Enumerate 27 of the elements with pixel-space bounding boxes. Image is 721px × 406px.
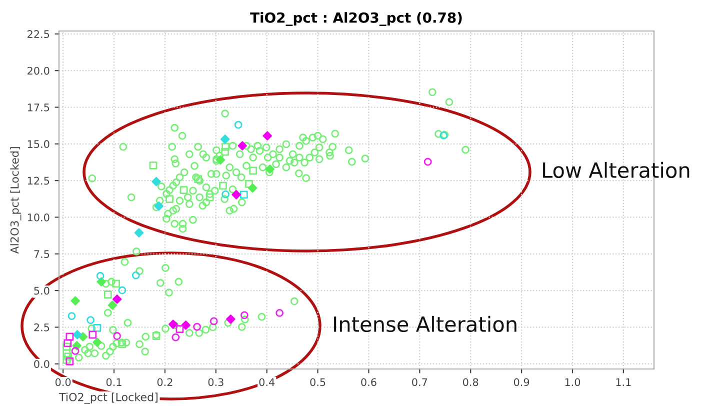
x-tick-label: 0.2	[157, 378, 172, 386]
y-tick-label: 2.5	[34, 323, 50, 332]
x-tick-label: 0.9	[514, 378, 530, 386]
annotation: Low Alteration	[543, 162, 690, 178]
y-tick-label: 12.5	[28, 176, 50, 185]
x-tick-label: 0.1	[106, 378, 122, 386]
x-tick-label: 0.6	[361, 378, 376, 386]
x-tick-label: 0.7	[412, 378, 428, 386]
x-tick-label: 0.8	[463, 378, 478, 386]
y-tick-label: 17.5	[28, 104, 50, 112]
y-tick-label: 0.0	[34, 360, 50, 368]
y-tick-label: 7.5	[34, 250, 50, 258]
x-tick-label: 0.5	[310, 378, 326, 386]
y-tick-label: 5.0	[34, 286, 50, 295]
y-tick-label: 20.0	[28, 66, 50, 75]
chart-title: TiO2_pct : Al2O3_pct (0.78)	[250, 12, 462, 26]
y-tick-label: 22.5	[28, 30, 50, 38]
x-tick-label: 0.3	[208, 378, 224, 386]
y-axis-title: Al2O3_pct [Locked]	[10, 147, 22, 254]
annotation: Intense Alteration	[334, 316, 516, 332]
x-tick-label: 1.1	[616, 378, 631, 386]
x-tick-label: 0.4	[259, 378, 275, 386]
x-tick-label: 0.0	[55, 378, 71, 386]
y-tick-label: 10.0	[28, 213, 50, 222]
y-tick-label: 15.0	[28, 140, 50, 148]
x-axis-title: TiO2_pct [Locked]	[58, 392, 158, 404]
x-tick-label: 1.0	[565, 378, 580, 386]
